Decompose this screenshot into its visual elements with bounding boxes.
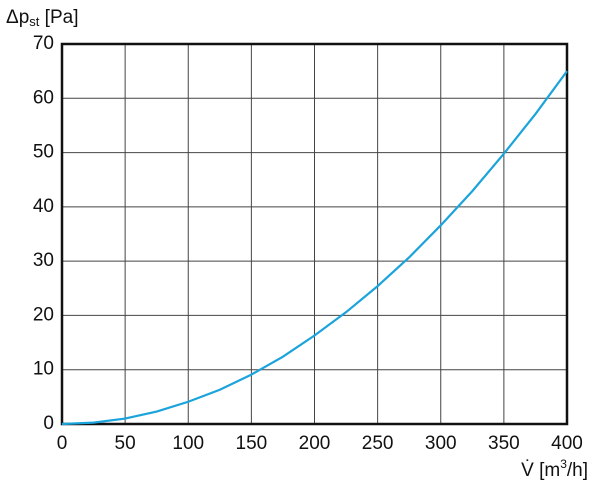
x-tick-label: 200 bbox=[299, 433, 331, 454]
x-tick-label: 300 bbox=[425, 433, 457, 454]
x-tick-label: 100 bbox=[172, 433, 204, 454]
y-label-main: Δp bbox=[6, 7, 29, 28]
x-tick-label: 150 bbox=[236, 433, 268, 454]
y-tick-label: 40 bbox=[33, 196, 54, 217]
x-label-sup: 3 bbox=[560, 457, 567, 471]
x-tick-label: 400 bbox=[551, 433, 583, 454]
x-label-main: V̇ [m bbox=[521, 460, 560, 481]
y-tick-label: 30 bbox=[33, 250, 54, 271]
x-label-unit: /h] bbox=[567, 460, 588, 481]
data-line bbox=[61, 70, 568, 426]
x-axis-label: V̇ [m3/h] bbox=[521, 457, 588, 481]
x-tick-label: 50 bbox=[115, 433, 136, 454]
y-tick-label: 60 bbox=[33, 87, 54, 108]
x-tick-label: 250 bbox=[362, 433, 394, 454]
y-tick-label: 0 bbox=[43, 413, 54, 434]
x-tick-label: 350 bbox=[488, 433, 520, 454]
y-tick-label: 70 bbox=[33, 33, 54, 54]
y-label-unit: [Pa] bbox=[39, 7, 78, 28]
y-tick-label: 10 bbox=[33, 359, 54, 380]
x-tick-label: 0 bbox=[57, 433, 68, 454]
y-tick-label: 20 bbox=[33, 304, 54, 325]
y-axis-label: Δpst [Pa] bbox=[6, 7, 78, 29]
y-label-sub: st bbox=[29, 14, 40, 29]
y-tick-label: 50 bbox=[33, 142, 54, 163]
plot-frame bbox=[60, 42, 569, 426]
